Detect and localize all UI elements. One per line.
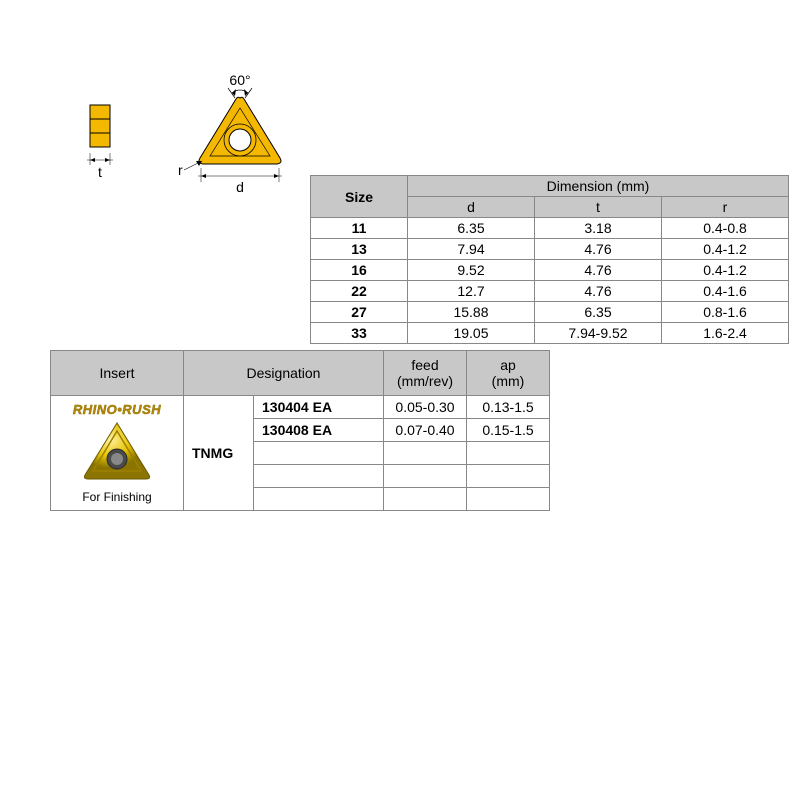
dim-d: 12.7	[408, 281, 535, 302]
insert-header-insert: Insert	[51, 351, 184, 396]
dim-col-t: t	[535, 197, 662, 218]
insert-table: Insert Designation feed (mm/rev) ap (mm)…	[50, 350, 550, 511]
table-row: 2715.886.350.8-1.6	[311, 302, 789, 323]
dim-r: 0.8-1.6	[662, 302, 789, 323]
d-label: d	[236, 179, 244, 195]
insert-type: TNMG	[184, 396, 254, 511]
dim-col-r: r	[662, 197, 789, 218]
insert-code	[254, 488, 384, 511]
dimension-table: Size Dimension (mm) d t r 116.353.180.4-…	[310, 175, 789, 344]
insert-feed: 0.05-0.30	[384, 396, 467, 419]
dim-size: 22	[311, 281, 408, 302]
insert-ap	[467, 442, 550, 465]
dim-t: 3.18	[535, 218, 662, 239]
table-row: RHINO•RUSHFor FinishingTNMG130404 EA0.05…	[51, 396, 550, 419]
dim-t: 7.94-9.52	[535, 323, 662, 344]
table-row: 116.353.180.4-0.8	[311, 218, 789, 239]
insert-header-designation: Designation	[184, 351, 384, 396]
t-label: t	[98, 164, 102, 180]
dim-d: 19.05	[408, 323, 535, 344]
dim-size: 13	[311, 239, 408, 260]
insert-feed	[384, 442, 467, 465]
dim-header-dimension: Dimension (mm)	[408, 176, 789, 197]
insert-header-feed: feed (mm/rev)	[384, 351, 467, 396]
dim-t: 4.76	[535, 239, 662, 260]
dim-d: 9.52	[408, 260, 535, 281]
table-row: 2212.74.760.4-1.6	[311, 281, 789, 302]
dim-r: 1.6-2.4	[662, 323, 789, 344]
table-row: 3319.057.94-9.521.6-2.4	[311, 323, 789, 344]
dim-r: 0.4-1.6	[662, 281, 789, 302]
insert-ap: 0.13-1.5	[467, 396, 550, 419]
table-row: 169.524.760.4-1.2	[311, 260, 789, 281]
brand-label: RHINO•RUSH	[55, 402, 179, 417]
insert-code: 130408 EA	[254, 419, 384, 442]
insert-cell: RHINO•RUSH For Finishing	[51, 396, 184, 511]
insert-ap	[467, 465, 550, 488]
dim-t: 4.76	[535, 281, 662, 302]
dim-header-size: Size	[311, 176, 408, 218]
angle-label: 60°	[229, 72, 250, 88]
insert-feed	[384, 488, 467, 511]
insert-caption: For Finishing	[55, 490, 179, 504]
dim-d: 7.94	[408, 239, 535, 260]
dim-size: 27	[311, 302, 408, 323]
r-label: r	[178, 162, 183, 178]
dim-t: 6.35	[535, 302, 662, 323]
insert-code	[254, 465, 384, 488]
dim-size: 11	[311, 218, 408, 239]
table-row: 137.944.760.4-1.2	[311, 239, 789, 260]
insert-ap	[467, 488, 550, 511]
dim-t: 4.76	[535, 260, 662, 281]
insert-code: 130404 EA	[254, 396, 384, 419]
insert-header-ap: ap (mm)	[467, 351, 550, 396]
dim-r: 0.4-1.2	[662, 260, 789, 281]
dim-d: 15.88	[408, 302, 535, 323]
dim-size: 33	[311, 323, 408, 344]
dim-r: 0.4-0.8	[662, 218, 789, 239]
dim-d: 6.35	[408, 218, 535, 239]
insert-ap: 0.15-1.5	[467, 419, 550, 442]
insert-code	[254, 442, 384, 465]
dim-col-d: d	[408, 197, 535, 218]
insert-render-icon	[77, 417, 157, 485]
dim-size: 16	[311, 260, 408, 281]
dim-r: 0.4-1.2	[662, 239, 789, 260]
insert-feed: 0.07-0.40	[384, 419, 467, 442]
insert-feed	[384, 465, 467, 488]
